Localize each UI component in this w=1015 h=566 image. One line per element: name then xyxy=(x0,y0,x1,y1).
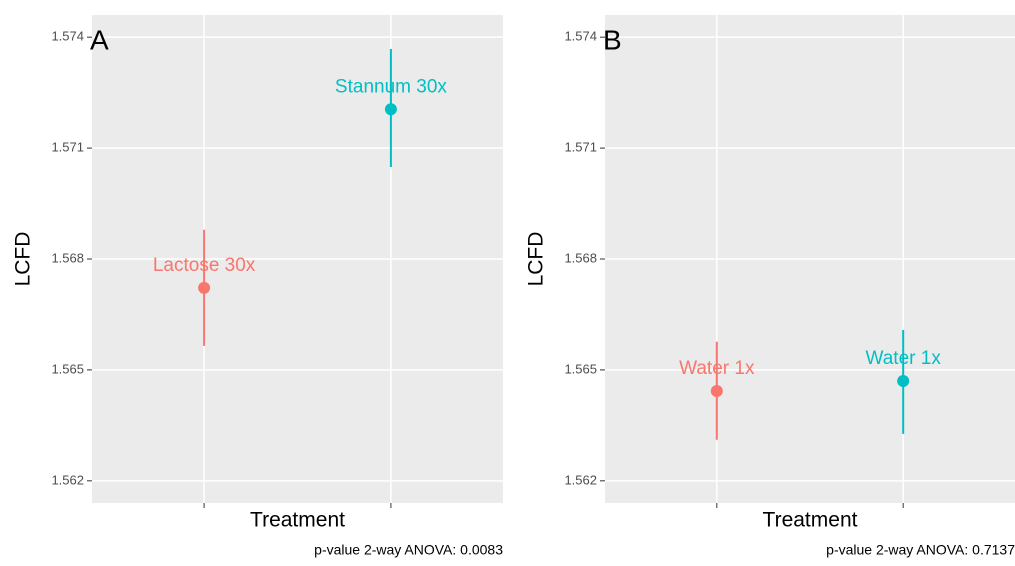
y-axis-label: LCFD xyxy=(525,232,548,287)
y-tick-label: 1.562 xyxy=(564,472,597,487)
point-label: Lactose 30x xyxy=(153,255,256,276)
y-tick-label: 1.574 xyxy=(51,29,84,44)
point-label: Stannum 30x xyxy=(335,76,447,97)
point-label: Water 1x xyxy=(679,358,755,379)
panel-label: B xyxy=(603,24,622,55)
point xyxy=(384,103,397,116)
caption: p-value 2-way ANOVA: 0.0083 xyxy=(314,542,503,558)
y-tick-label: 1.571 xyxy=(564,140,597,155)
point-label: Water 1x xyxy=(866,348,942,369)
x-axis-label: Treatment xyxy=(763,509,858,532)
y-tick-label: 1.571 xyxy=(51,140,84,155)
y-tick-label: 1.565 xyxy=(51,361,84,376)
point xyxy=(710,384,723,397)
y-tick-label: 1.562 xyxy=(51,472,84,487)
caption: p-value 2-way ANOVA: 0.7137 xyxy=(826,542,1015,558)
point xyxy=(198,281,211,294)
y-tick-label: 1.565 xyxy=(564,361,597,376)
y-axis-label: LCFD xyxy=(12,232,35,287)
x-axis-label: Treatment xyxy=(250,509,345,532)
panel-label: A xyxy=(90,24,109,55)
y-tick-label: 1.568 xyxy=(51,250,84,265)
y-tick-label: 1.574 xyxy=(564,29,597,44)
y-tick-label: 1.568 xyxy=(564,250,597,265)
point xyxy=(897,375,910,387)
